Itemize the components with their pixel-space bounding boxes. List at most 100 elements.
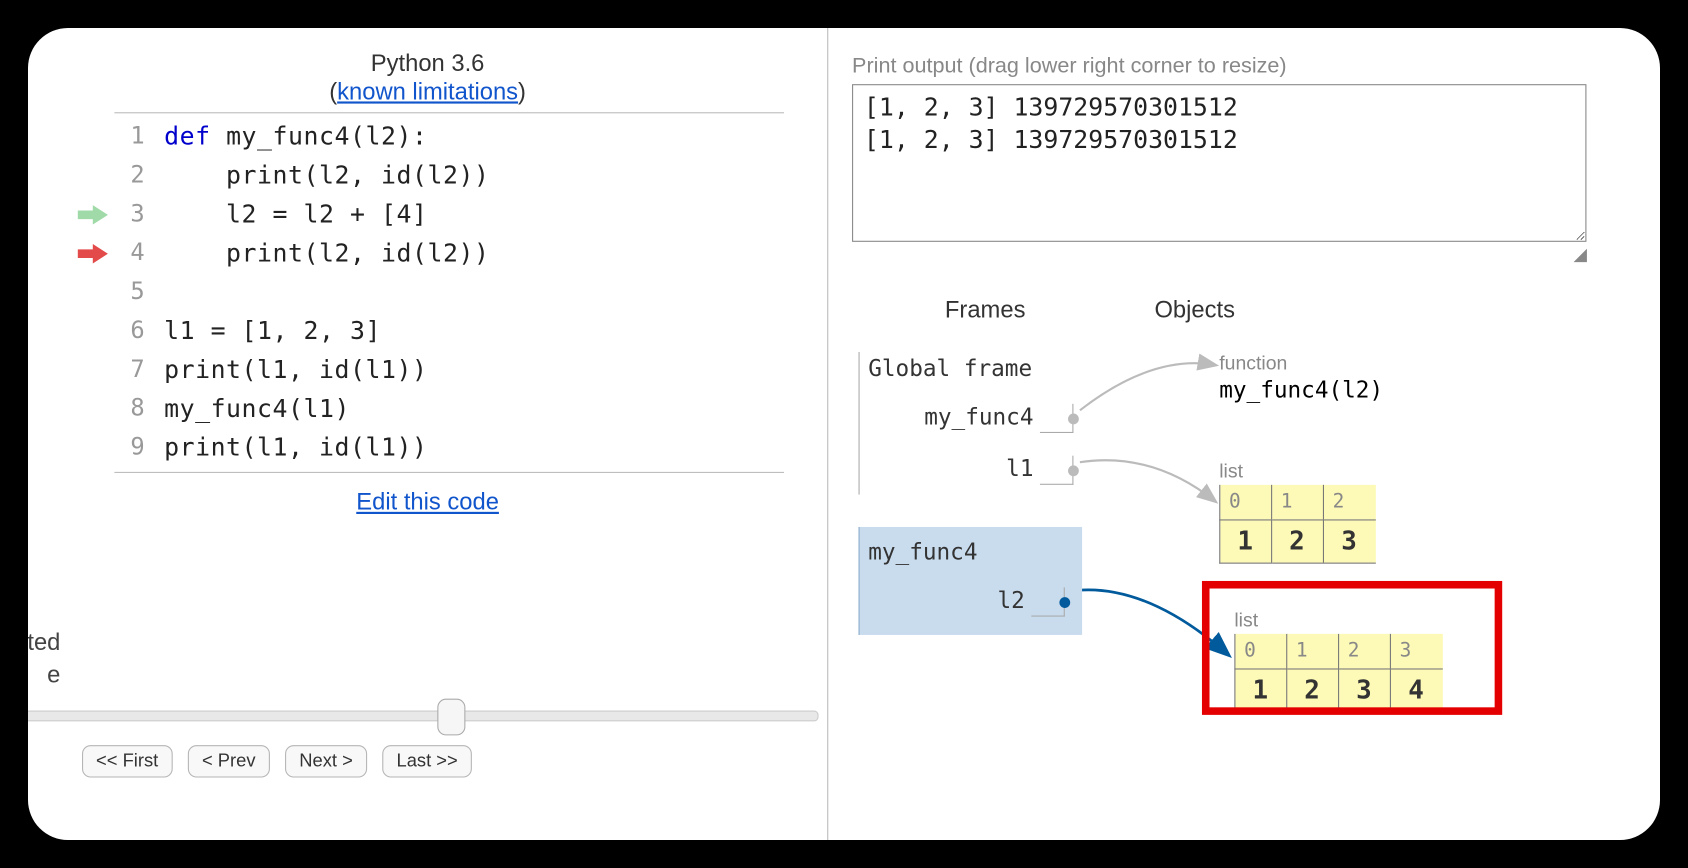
pointer-dot-icon (1068, 465, 1079, 476)
code-text: print(l1, id(l1)) (160, 429, 490, 468)
slider-thumb[interactable] (437, 699, 465, 736)
code-line: 8my_func4(l1) (71, 390, 489, 429)
var-pointer-box (1031, 587, 1064, 616)
pointer-dot-icon (1068, 413, 1079, 424)
code-pane: Python 3.6 (known limitations) 1def my_f… (28, 28, 827, 840)
list-value-cell: 4 (1390, 668, 1442, 711)
code-text: l1 = [1, 2, 3] (160, 312, 490, 351)
arrow-cell (71, 351, 112, 390)
list-index-cell: 2 (1339, 634, 1391, 669)
resize-grip-icon[interactable]: ◢ (1573, 244, 1586, 266)
code-line: 2 print(l2, id(l2)) (71, 157, 489, 196)
line-number: 7 (112, 351, 160, 390)
arrow-cell (71, 234, 112, 273)
global-var-l1: l1 (868, 443, 1082, 495)
list-object-1: list 012123 (1219, 460, 1375, 563)
line-number: 2 (112, 157, 160, 196)
pointer-arrow (1066, 590, 1228, 655)
step-slider[interactable] (28, 695, 816, 738)
list-value-cell: 1 (1220, 519, 1272, 562)
list-value-cell: 3 (1339, 668, 1391, 711)
viz-pane: Print output (drag lower right corner to… (827, 28, 1649, 840)
type-label-function: function (1219, 352, 1383, 375)
list-value-cell: 3 (1323, 519, 1375, 562)
slider-track (28, 711, 819, 722)
arrow-cell (71, 195, 112, 234)
code-header: Python 3.6 (known limitations) (28, 28, 827, 106)
global-frame-title: Global frame (868, 352, 1082, 384)
list-index-cell: 2 (1323, 485, 1375, 520)
code-text: print(l2, id(l2)) (160, 157, 490, 196)
code-text: l2 = l2 + [4] (160, 195, 490, 234)
code-line: 4 print(l2, id(l2)) (71, 234, 489, 273)
list-value-cell: 2 (1272, 519, 1324, 562)
list-index-cell: 3 (1390, 634, 1442, 669)
list-value-cell: 2 (1287, 668, 1339, 711)
line-number: 9 (112, 429, 160, 468)
prev-line-arrow-icon (78, 205, 108, 224)
header-divider (114, 112, 784, 113)
code-line: 6l1 = [1, 2, 3] (71, 312, 489, 351)
nav-buttons: << First < Prev Next > Last >> (82, 745, 483, 777)
var-pointer-box (1040, 455, 1073, 484)
arrow-cell (71, 312, 112, 351)
code-text: print(l1, id(l1)) (160, 351, 490, 390)
output-label: Print output (drag lower right corner to… (852, 54, 1287, 79)
code-text: my_func4(l1) (160, 390, 490, 429)
list-index-cell: 1 (1272, 485, 1324, 520)
arrow-cell (71, 273, 112, 312)
local-frame: my_func4 l2 (859, 527, 1083, 635)
function-repr: my_func4(l2) (1219, 377, 1383, 403)
list-index-cell: 0 (1235, 634, 1287, 669)
objects-heading: Objects (1154, 296, 1235, 324)
code-line: 5 (71, 273, 489, 312)
global-frame: Global frame my_func4 l1 (859, 352, 1083, 495)
global-var-my_func4: my_func4 (868, 391, 1082, 443)
code-text (160, 273, 490, 312)
arrow-cell (71, 118, 112, 157)
type-label-list: list (1219, 460, 1375, 483)
list-value-cell: 1 (1235, 668, 1287, 711)
cur-line-arrow-icon (78, 244, 108, 263)
code-line: 9print(l1, id(l1)) (71, 429, 489, 468)
known-limitations-link[interactable]: known limitations (337, 78, 518, 105)
line-number: 8 (112, 390, 160, 429)
first-button[interactable]: << First (82, 745, 172, 777)
code-text: def my_func4(l2): (160, 118, 490, 157)
output-text: [1, 2, 3] 139729570301512 [1, 2, 3] 1397… (864, 94, 1238, 154)
arrow-cell (71, 390, 112, 429)
code-line: 7print(l1, id(l1)) (71, 351, 489, 390)
code-line: 1def my_func4(l2): (71, 118, 489, 157)
local-frame-title: my_func4 (868, 536, 1073, 568)
code-bottom-divider (114, 472, 784, 473)
type-label-list: list (1234, 609, 1442, 632)
list-index-cell: 1 (1287, 634, 1339, 669)
list-index-cell: 0 (1220, 485, 1272, 520)
function-object: function my_func4(l2) (1219, 352, 1383, 403)
code-line: 3 l2 = l2 + [4] (71, 195, 489, 234)
line-number: 1 (112, 118, 160, 157)
var-name: l2 (998, 587, 1025, 613)
frames-heading: Frames (945, 296, 1026, 324)
edit-code-link[interactable]: Edit this code (356, 488, 499, 515)
cutoff-text: uted e (28, 626, 60, 691)
var-name: my_func4 (924, 404, 1033, 430)
line-number: 6 (112, 312, 160, 351)
arrow-cell (71, 429, 112, 468)
python-version: Python 3.6 (371, 50, 485, 77)
list-object-2: list 01231234 (1234, 609, 1442, 712)
line-number: 3 (112, 195, 160, 234)
code-text: print(l2, id(l2)) (160, 234, 490, 273)
code-listing: 1def my_func4(l2):2 print(l2, id(l2))3 l… (71, 118, 489, 468)
prev-button[interactable]: < Prev (188, 745, 270, 777)
pointer-dot-icon (1059, 597, 1070, 608)
var-name: l1 (1006, 456, 1033, 482)
next-button[interactable]: Next > (285, 745, 367, 777)
line-number: 5 (112, 273, 160, 312)
line-number: 4 (112, 234, 160, 273)
last-button[interactable]: Last >> (382, 745, 471, 777)
pointer-arrow (1080, 363, 1215, 410)
arrow-cell (71, 157, 112, 196)
output-box[interactable]: [1, 2, 3] 139729570301512 [1, 2, 3] 1397… (852, 84, 1586, 242)
var-pointer-box (1040, 403, 1073, 432)
